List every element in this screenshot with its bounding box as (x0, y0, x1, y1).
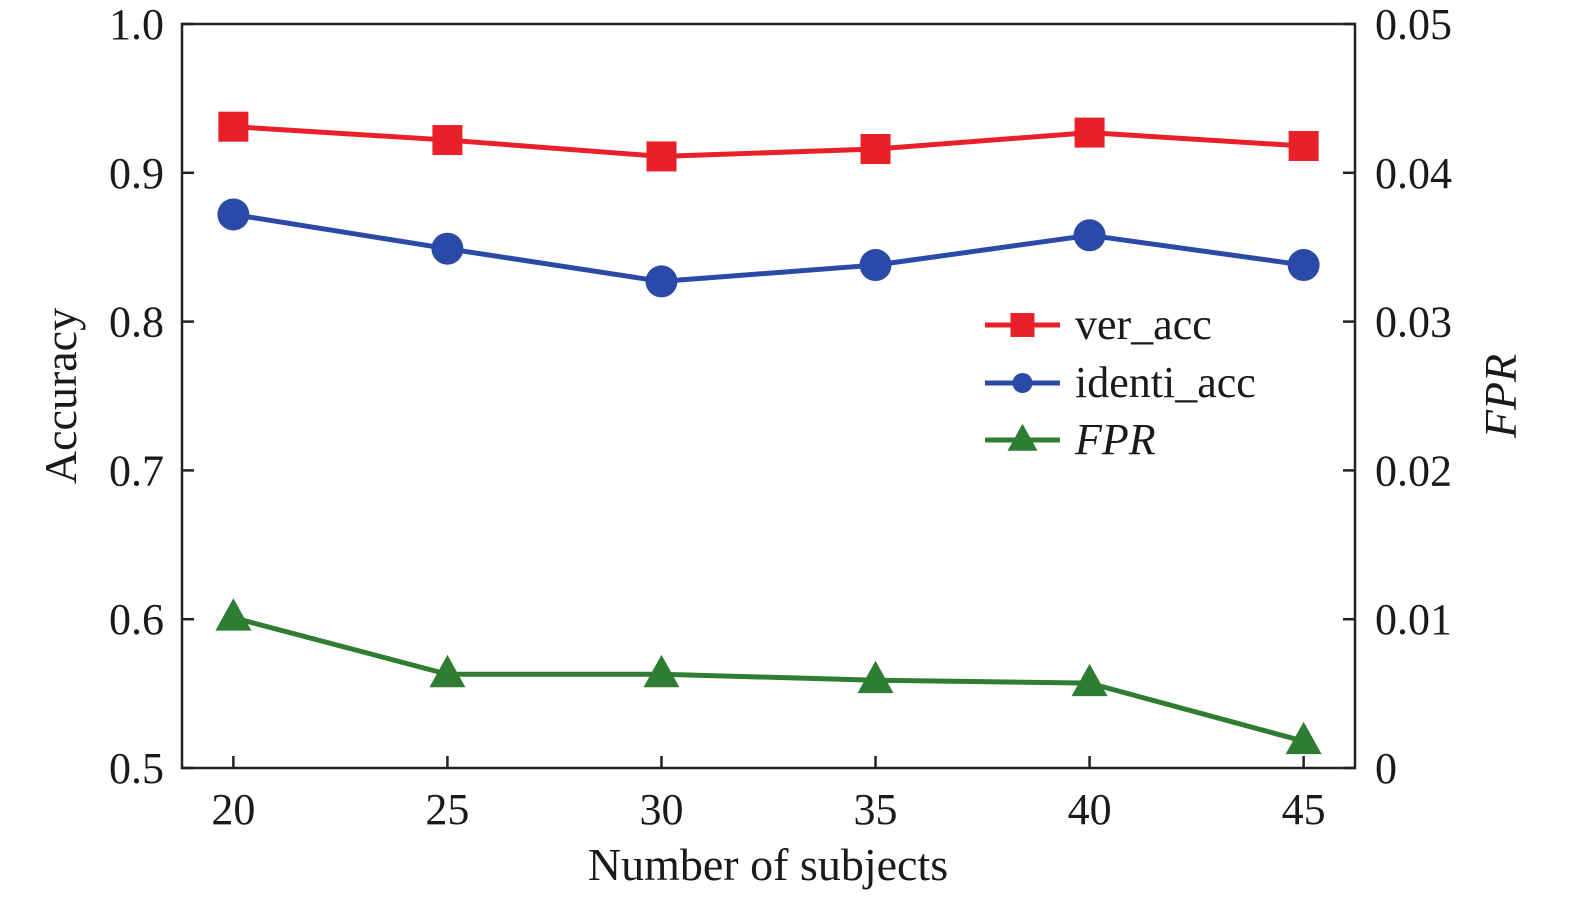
data-point (1071, 663, 1108, 697)
data-point (645, 265, 678, 298)
x-tick-label: 45 (1282, 785, 1326, 834)
data-point (646, 141, 677, 172)
data-point (1073, 219, 1106, 252)
plot-area (215, 111, 1322, 755)
data-point (1288, 131, 1319, 162)
legend-item: identi_acc (985, 358, 1256, 407)
right-y-axis-title: FPR (1475, 354, 1526, 439)
legend-item: FPR (985, 415, 1156, 464)
data-point (1074, 117, 1105, 148)
left-y-tick-label: 0.6 (109, 595, 164, 644)
right-y-tick-label: 0.04 (1375, 149, 1452, 198)
legend: ver_acc identi_acc FPR (985, 300, 1256, 464)
legend-marker (1012, 373, 1033, 393)
left-y-axis-title: Accuracy (35, 308, 86, 484)
x-axis-title: Number of subjects (588, 839, 948, 890)
right-y-tick-label: 0 (1375, 744, 1397, 793)
x-tick-label: 40 (1068, 785, 1112, 834)
left-y-tick-label: 0.9 (109, 149, 164, 198)
data-point (429, 654, 466, 688)
legend-label: ver_acc (1075, 300, 1212, 349)
axes: 0.5 0.6 0.7 0.8 0.9 1.0 0 0.01 0.02 0.03 0.04 0.05 2… (109, 0, 1452, 834)
data-point (859, 249, 892, 282)
x-tick-label: 35 (854, 785, 898, 834)
data-point (218, 111, 249, 142)
legend-marker (1010, 313, 1035, 337)
data-point (1285, 721, 1322, 755)
left-y-tick-label: 0.8 (109, 298, 164, 347)
plot-frame (180, 22, 1357, 770)
data-point (217, 198, 250, 231)
x-tick-label: 25 (425, 785, 469, 834)
series-identi-acc (217, 198, 1320, 298)
left-y-tick-label: 0.5 (109, 744, 164, 793)
data-point (431, 232, 464, 265)
right-y-tick-label: 0.03 (1375, 298, 1452, 347)
x-tick-label: 30 (639, 785, 683, 834)
legend-label: FPR (1074, 415, 1156, 464)
series-ver-acc (218, 111, 1319, 172)
right-y-tick-label: 0.02 (1375, 446, 1452, 495)
series-line (233, 124, 1304, 159)
data-point (643, 654, 680, 688)
left-y-tick-label: 1.0 (109, 0, 164, 49)
series-fpr (215, 598, 1322, 755)
legend-label: identi_acc (1075, 358, 1256, 407)
series-line (232, 211, 1304, 284)
legend-item: ver_acc (985, 300, 1212, 349)
left-y-tick-label: 0.7 (109, 446, 164, 495)
legend-marker (1007, 423, 1038, 451)
data-point (860, 133, 891, 164)
series-line (232, 615, 1305, 744)
right-y-tick-label: 0.01 (1375, 595, 1452, 644)
data-point (1287, 249, 1320, 282)
data-point (857, 660, 894, 694)
data-point (215, 598, 252, 631)
x-tick-label: 20 (211, 785, 255, 834)
right-y-tick-label: 0.05 (1375, 0, 1452, 49)
data-point (432, 125, 463, 156)
